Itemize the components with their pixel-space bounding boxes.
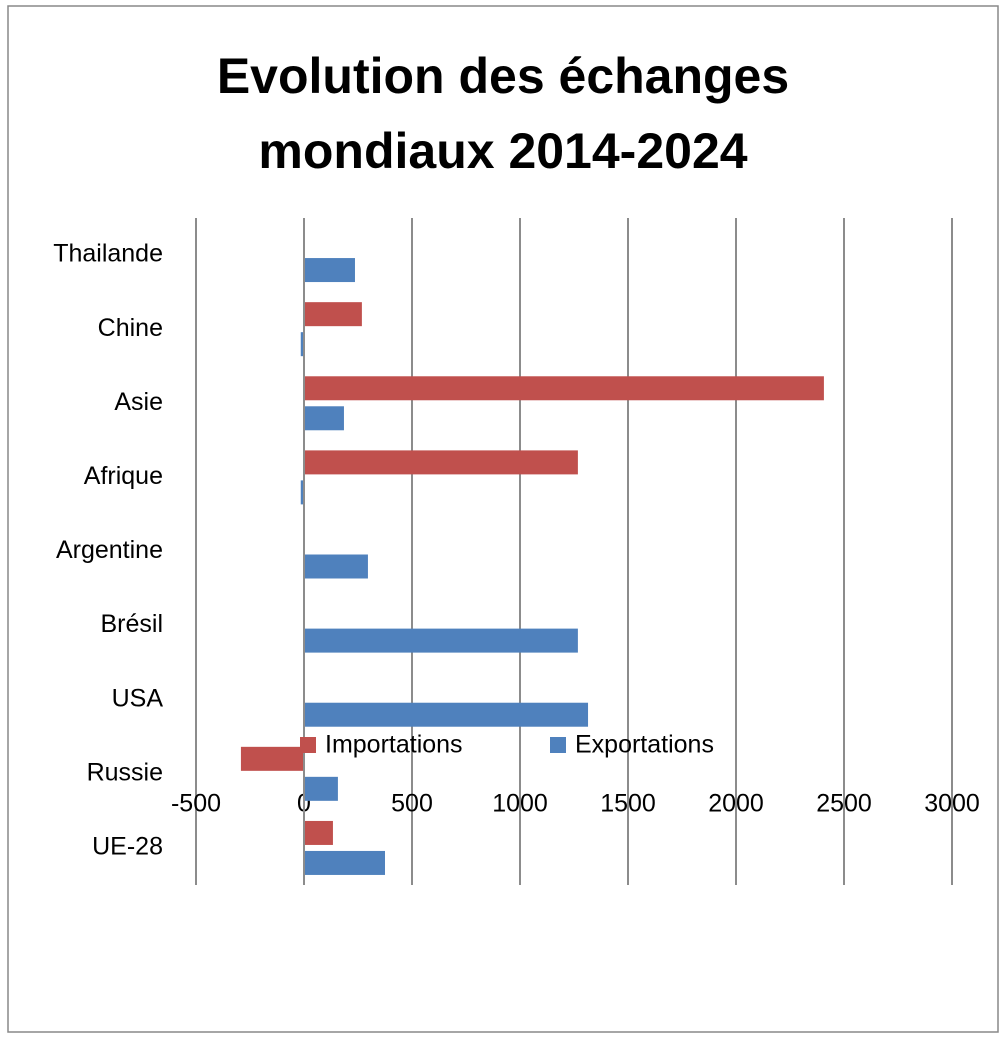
y-tick-label: UE-28 — [92, 833, 163, 861]
y-tick-label: Chine — [98, 314, 163, 342]
x-tick-label: 1500 — [600, 790, 656, 818]
y-tick-label: Brésil — [100, 610, 163, 638]
legend-label: Importations — [325, 731, 463, 759]
y-tick-label: Afrique — [84, 462, 163, 490]
bar — [300, 480, 304, 505]
bar — [304, 820, 333, 845]
x-tick-label: -500 — [171, 790, 221, 818]
x-tick-label: 2000 — [708, 790, 764, 818]
chart-title: Evolution des échanges — [217, 48, 789, 104]
bar — [304, 302, 362, 327]
bar — [304, 376, 824, 401]
chart-border — [7, 5, 999, 1033]
y-tick-label: USA — [112, 684, 164, 712]
legend-swatch — [300, 737, 316, 753]
chart-title: mondiaux 2014-2024 — [258, 123, 747, 179]
x-tick-label: 2500 — [816, 790, 872, 818]
y-tick-label: Thailande — [53, 240, 163, 268]
y-tick-label: Russie — [87, 758, 163, 786]
bar — [304, 702, 589, 727]
bar — [304, 850, 385, 875]
legend-label: Exportations — [575, 731, 714, 759]
bar — [304, 450, 578, 475]
bar — [304, 776, 338, 801]
bar — [304, 628, 578, 653]
bar — [300, 332, 304, 357]
x-tick-label: 1000 — [492, 790, 548, 818]
bar — [304, 258, 355, 283]
y-tick-label: Asie — [114, 388, 163, 416]
x-tick-label: 3000 — [924, 790, 980, 818]
bar — [240, 746, 304, 771]
bar — [304, 554, 368, 579]
y-tick-label: Argentine — [56, 536, 163, 564]
bar — [304, 406, 344, 431]
x-tick-label: 500 — [391, 790, 433, 818]
legend-swatch — [550, 737, 566, 753]
